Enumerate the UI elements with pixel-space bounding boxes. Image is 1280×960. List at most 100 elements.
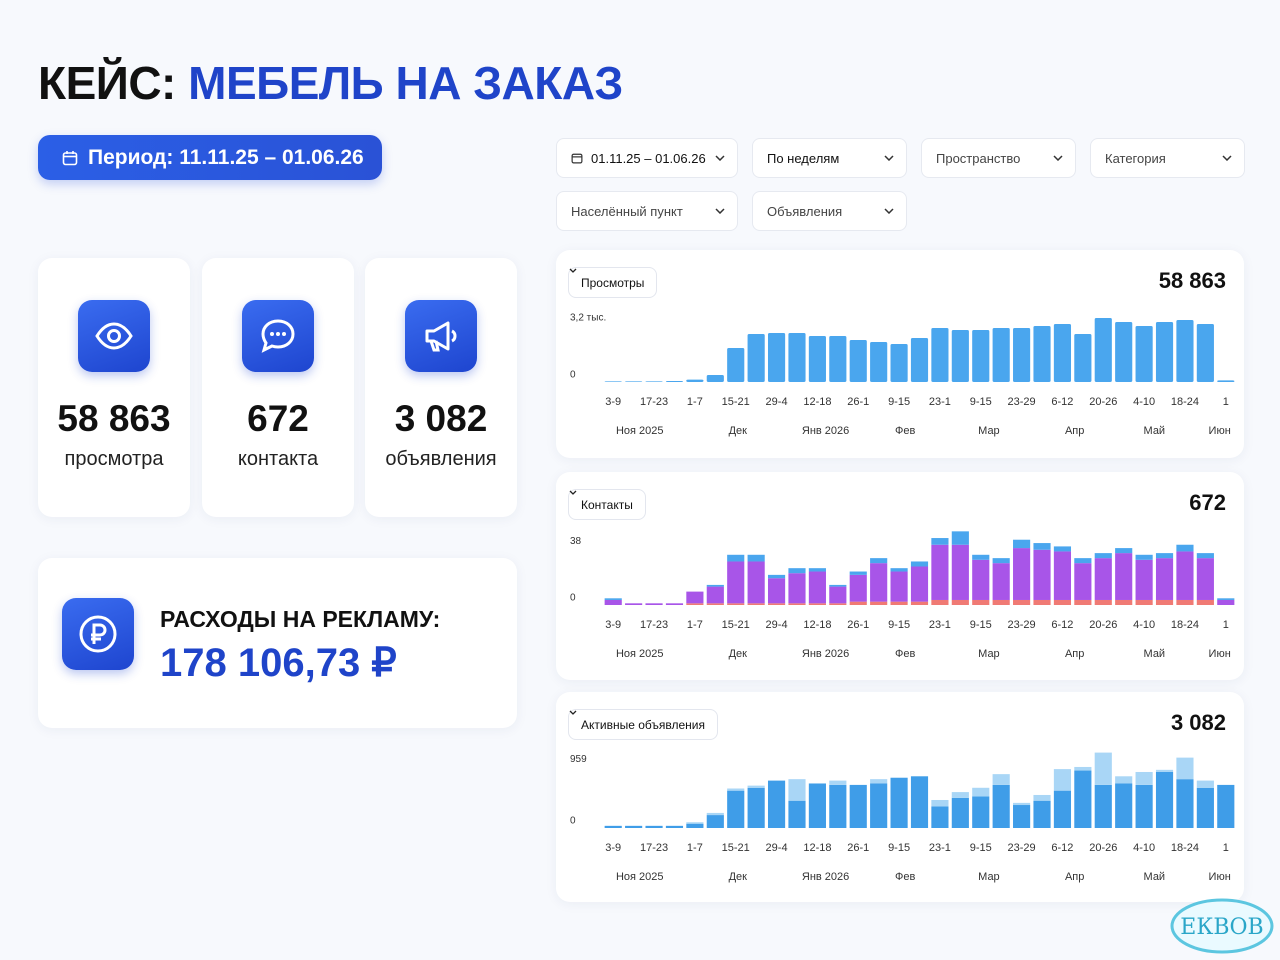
bar [706,375,724,382]
bar [992,328,1010,382]
bar-segment [706,603,724,605]
granularity-filter[interactable]: По неделям [752,138,907,178]
x-tick-label: 26-1 [847,396,869,408]
metric-dropdown[interactable]: Просмотры [568,267,658,298]
bar-segment [1176,779,1194,828]
bar [972,330,990,382]
x-tick-label: 12-18 [803,842,831,854]
bar-segment [972,554,990,560]
date-filter[interactable]: 01.11.25 – 01.06.26 [556,138,738,178]
bar [829,336,847,382]
bar-segment [747,554,765,562]
x-tick-label: 20-26 [1089,396,1117,408]
bar-segment [1115,553,1133,600]
bar-segment [951,531,969,545]
ads-filter[interactable]: Объявления [752,191,907,231]
y-tick-label: 959 [570,754,587,765]
bar-segment [910,776,929,828]
month-label: Янв 2026 [802,425,849,437]
month-label: Апр [1065,871,1084,883]
x-tick-label: 15-21 [722,619,750,631]
bar [1074,334,1092,382]
bar-segment [1115,776,1133,784]
x-tick-label: 3-9 [605,619,621,631]
bar [910,338,929,382]
x-tick-label: 23-1 [929,619,951,631]
bar [665,381,684,382]
bar [1094,318,1112,382]
bar-segment [849,574,867,602]
bar [727,348,745,382]
chevron [1053,155,1063,161]
month-label: Май [1144,648,1166,660]
metric-dropdown[interactable]: Контакты [568,489,646,520]
x-tick-label: 23-29 [1008,396,1036,408]
bar-segment [788,603,806,605]
bar-segment [992,774,1010,785]
bar-segment [686,603,704,605]
bar-segment [604,825,622,828]
chart: 959 0 3-9 17-23 1-7 15-21 29-4 12-18 26-1 9-15 23-… [570,752,1235,883]
month-label: Май [1144,425,1166,437]
bar-segment [1013,802,1031,806]
bar-segment [890,777,908,828]
bar-segment [972,787,990,797]
bar [1033,326,1051,382]
bar-segment [1013,548,1031,600]
bar-segment [1033,543,1051,550]
filter-text: Населённый пункт [571,203,683,219]
bar-segment [1135,554,1153,560]
bar-segment [1196,787,1214,828]
month-label: Апр [1065,648,1084,660]
chevron [569,268,577,273]
chevron [715,155,725,161]
chevron [884,155,894,161]
bar-segment [1074,558,1092,564]
bar [870,342,888,382]
y-tick-label: 38 [570,536,582,547]
period-button[interactable]: Период: 11.11.25 – 01.06.26 [38,135,382,180]
bar-segment [747,785,765,788]
bar-segment [727,554,745,562]
bar-segment [665,603,684,605]
month-label: Дек [729,425,748,437]
bar [1013,328,1031,382]
x-tick-label: 1-7 [687,842,703,854]
chart-title: Активные объявления [581,717,705,732]
bar-segment [1094,752,1112,785]
bar-segment [727,790,745,828]
bar-segment [1155,771,1174,828]
bar-segment [686,591,704,604]
bar-segment [1115,599,1133,605]
category-filter[interactable]: Категория [1090,138,1245,178]
bar-segment [706,815,724,828]
bar-segment [1033,549,1051,600]
metric-dropdown[interactable]: Активные объявления [568,709,718,740]
x-tick-label: 9-15 [970,396,992,408]
title-prefix: КЕЙС: [38,57,176,109]
x-tick-label: 1-7 [687,619,703,631]
bar-segment [931,544,949,600]
bar-segment [706,586,724,604]
bar-segment [665,825,684,828]
bar-segment [1053,546,1072,552]
x-tick-label: 9-15 [888,396,910,408]
bar-segment [1094,784,1112,828]
x-tick-label: 18-24 [1171,396,1199,408]
month-label: Фев [895,648,915,660]
bar-segment [1115,548,1133,554]
city-filter[interactable]: Населённый пункт [556,191,738,231]
month-label: Ноя 2025 [616,425,664,437]
chevron [569,490,577,495]
bar-segment [870,563,888,602]
x-tick-label: 23-1 [929,842,951,854]
space-filter[interactable]: Пространство [921,138,1076,178]
bar-segment [951,797,969,828]
bar-segment [747,603,765,605]
x-tick-label: 17-23 [640,842,668,854]
bar-segment [1217,599,1235,605]
page-title: КЕЙС: МЕБЕЛЬ НА ЗАКАЗ [38,56,623,110]
bar-segment [931,799,949,807]
bar-segment [1176,544,1194,552]
bar [604,381,622,382]
